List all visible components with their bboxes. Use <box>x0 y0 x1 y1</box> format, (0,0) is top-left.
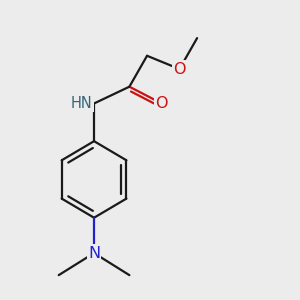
Text: O: O <box>173 61 186 76</box>
Text: N: N <box>88 246 100 261</box>
Text: O: O <box>155 96 168 111</box>
Text: HN: HN <box>71 96 93 111</box>
